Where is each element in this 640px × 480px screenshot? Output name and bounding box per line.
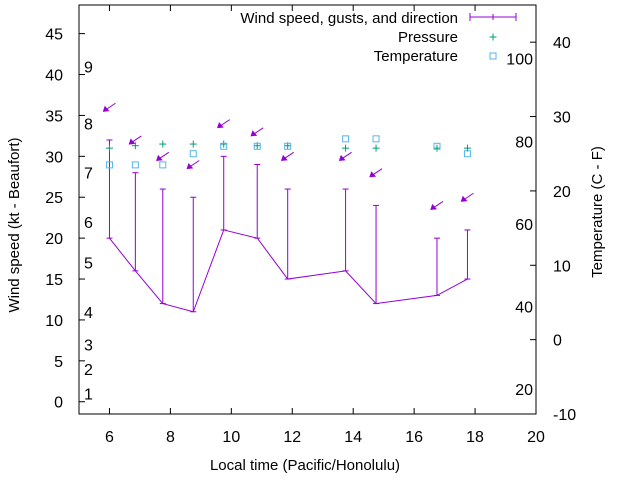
- legend: Wind speed, gusts, and direction Pressure…: [240, 10, 517, 65]
- fahrenheit-label: 40: [515, 300, 533, 317]
- temperature-point: [253, 142, 261, 150]
- x-tick-label: 12: [283, 429, 301, 446]
- fahrenheit-label: 80: [515, 134, 533, 151]
- fahrenheit-label: 60: [515, 217, 533, 234]
- temperature-point: [159, 161, 167, 169]
- beaufort-label: 6: [84, 215, 93, 232]
- y2-tick-label: 20: [553, 184, 571, 201]
- arrow-head: [186, 163, 194, 170]
- wind-direction-arrow: [280, 151, 294, 161]
- x-tick-label: 20: [527, 429, 545, 446]
- arrow-head: [460, 195, 468, 202]
- temperature-point: [189, 150, 197, 158]
- legend-temperature-square: [489, 52, 497, 60]
- x-tick-label: 18: [466, 429, 484, 446]
- y-tick-label: 20: [45, 231, 63, 248]
- wind-direction-arrow: [102, 102, 116, 112]
- y2-tick-label: 40: [553, 35, 571, 52]
- wind-direction-arrow: [430, 200, 444, 210]
- temperature-point: [105, 161, 113, 169]
- x-axis-title: Local time (Pacific/Honolulu): [210, 457, 400, 474]
- x-tick-label: 6: [105, 429, 114, 446]
- y-tick-label: 15: [45, 272, 63, 289]
- beaufort-label: 2: [84, 362, 93, 379]
- y2-tick-label: -10: [553, 407, 576, 424]
- temperature-point: [433, 142, 441, 150]
- temperature-point: [342, 135, 350, 143]
- y-tick-label: 10: [45, 313, 63, 330]
- pressure-point: [105, 144, 113, 152]
- x-tick-label: 8: [166, 429, 175, 446]
- temperature-point: [131, 161, 139, 169]
- y-tick-label: 45: [45, 27, 63, 44]
- x-tick-label: 10: [222, 429, 240, 446]
- y-tick-label: 30: [45, 149, 63, 166]
- x-tick-label: 14: [344, 429, 362, 446]
- y-tick-label: 25: [45, 190, 63, 207]
- arrow-head: [369, 171, 377, 178]
- fahrenheit-label: 100: [506, 52, 533, 69]
- pressure-point: [433, 144, 441, 152]
- temperature-point: [372, 135, 380, 143]
- pressure-point: [372, 144, 380, 152]
- legend-label-temperature: Temperature: [374, 48, 458, 65]
- legend-label-wind: Wind speed, gusts, and direction: [240, 10, 458, 27]
- wind-direction-arrow: [460, 192, 474, 202]
- arrow-head: [430, 203, 437, 210]
- pressure-point: [131, 142, 139, 150]
- wind-direction-arrow: [250, 127, 264, 137]
- y-tick-label: 40: [45, 68, 63, 85]
- wind-direction-arrow: [186, 160, 200, 170]
- pressure-point: [189, 140, 197, 148]
- wind-direction-arrow: [338, 151, 352, 161]
- beaufort-label: 1: [84, 387, 93, 404]
- beaufort-label: 4: [84, 305, 93, 322]
- wind-direction-arrow: [216, 119, 230, 129]
- temperature-point: [463, 150, 471, 158]
- beaufort-label: 7: [84, 166, 93, 183]
- pressure-point: [342, 144, 350, 152]
- plot-area: [102, 102, 474, 313]
- beaufort-label: 5: [84, 256, 93, 273]
- arrow-head: [102, 105, 110, 112]
- arrow-head: [280, 154, 288, 161]
- pressure-point: [220, 140, 228, 148]
- legend-label-pressure: Pressure: [398, 29, 458, 46]
- arrow-head: [250, 130, 258, 137]
- y-tick-label: 35: [45, 108, 63, 125]
- arrow-head: [156, 154, 163, 161]
- fahrenheit-label: 20: [515, 382, 533, 399]
- y2-axis-title: Temperature (C - F): [589, 146, 606, 278]
- y-axis-title: Wind speed (kt - Beaufort): [6, 137, 23, 312]
- arrow-head: [338, 154, 346, 161]
- y2-tick-label: 0: [553, 333, 562, 350]
- arrow-head: [128, 138, 136, 145]
- beaufort-label: 3: [84, 337, 93, 354]
- beaufort-label: 8: [84, 117, 93, 134]
- temperature-point: [220, 142, 228, 150]
- axes: 6 8 10 12 14 16 18 20051015202530354045-1001020…: [45, 4, 576, 446]
- plot-frame: [78, 4, 537, 415]
- y-tick-label: 5: [54, 354, 63, 371]
- arrow-head: [216, 122, 224, 129]
- beaufort-label: 9: [84, 59, 93, 76]
- y2-tick-label: 10: [553, 258, 571, 275]
- wind-direction-arrow: [128, 135, 142, 145]
- x-tick-label: 16: [405, 429, 423, 446]
- y-tick-label: 0: [54, 395, 63, 412]
- pressure-point: [159, 140, 167, 148]
- wind-direction-arrow: [369, 168, 383, 178]
- wind-direction-arrow: [156, 151, 170, 161]
- y2-tick-label: 30: [553, 110, 571, 127]
- temperature-point: [284, 142, 292, 150]
